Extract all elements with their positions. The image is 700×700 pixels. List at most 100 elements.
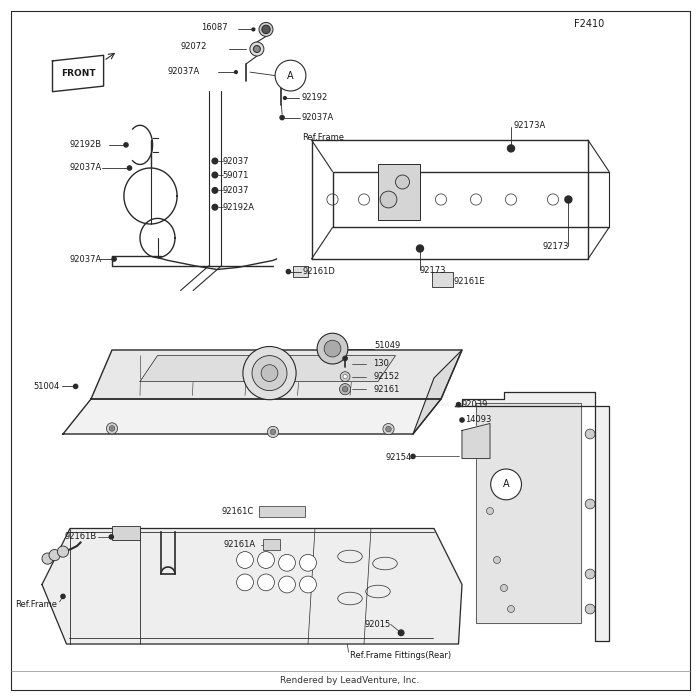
Text: 92173A: 92173A — [514, 122, 546, 130]
Text: 14093: 14093 — [466, 416, 492, 424]
Bar — [378, 164, 420, 220]
Polygon shape — [462, 424, 490, 458]
Circle shape — [109, 535, 113, 539]
Circle shape — [74, 384, 78, 388]
Text: 92037A: 92037A — [69, 255, 101, 263]
Text: 92161C: 92161C — [221, 507, 253, 515]
Circle shape — [486, 508, 493, 514]
Text: 92037A: 92037A — [69, 164, 101, 172]
Circle shape — [237, 552, 253, 568]
Bar — [293, 266, 308, 277]
Circle shape — [565, 196, 572, 203]
Circle shape — [383, 424, 394, 435]
Circle shape — [106, 423, 118, 434]
Text: 92173: 92173 — [542, 242, 569, 251]
Bar — [259, 506, 304, 517]
Bar — [112, 526, 140, 540]
Text: 92039: 92039 — [462, 400, 489, 409]
Text: 92161: 92161 — [373, 385, 400, 393]
Text: 92192: 92192 — [301, 94, 328, 102]
Text: 92152: 92152 — [373, 372, 399, 381]
Polygon shape — [413, 350, 462, 434]
Polygon shape — [140, 356, 395, 382]
Circle shape — [494, 556, 500, 564]
Circle shape — [585, 604, 595, 614]
Circle shape — [259, 22, 273, 36]
Circle shape — [342, 386, 348, 392]
Polygon shape — [91, 350, 462, 399]
Bar — [262, 539, 280, 550]
Polygon shape — [52, 55, 104, 92]
Circle shape — [508, 145, 514, 152]
Circle shape — [300, 576, 316, 593]
Circle shape — [343, 356, 347, 360]
Circle shape — [61, 594, 65, 598]
Circle shape — [252, 356, 287, 391]
Text: 92072: 92072 — [180, 43, 206, 51]
Circle shape — [262, 25, 270, 34]
Circle shape — [340, 372, 350, 382]
Text: 92037A: 92037A — [167, 67, 199, 76]
Circle shape — [267, 426, 279, 438]
Circle shape — [386, 426, 391, 432]
Circle shape — [585, 499, 595, 509]
Polygon shape — [476, 402, 581, 623]
Circle shape — [49, 550, 60, 561]
Circle shape — [411, 454, 415, 458]
Circle shape — [500, 584, 508, 592]
Circle shape — [253, 46, 260, 52]
Text: 92161A: 92161A — [223, 540, 256, 549]
Text: 51004: 51004 — [34, 382, 60, 391]
Circle shape — [343, 374, 347, 379]
Polygon shape — [63, 399, 441, 434]
Circle shape — [398, 630, 404, 636]
Text: A: A — [287, 71, 294, 80]
Circle shape — [258, 574, 274, 591]
Polygon shape — [42, 528, 462, 644]
Text: F2410: F2410 — [574, 19, 604, 29]
Text: 92161E: 92161E — [454, 277, 485, 286]
Circle shape — [237, 574, 253, 591]
Text: A: A — [503, 480, 510, 489]
Circle shape — [585, 569, 595, 579]
Text: 16087: 16087 — [201, 23, 228, 32]
Circle shape — [324, 340, 341, 357]
Circle shape — [212, 172, 218, 178]
Circle shape — [317, 333, 348, 364]
Circle shape — [460, 418, 464, 422]
Circle shape — [280, 116, 284, 120]
Circle shape — [286, 270, 290, 274]
Text: 92037: 92037 — [223, 186, 249, 195]
Circle shape — [258, 552, 274, 568]
Circle shape — [212, 204, 218, 210]
Text: 92154: 92154 — [385, 453, 412, 461]
Circle shape — [124, 143, 128, 147]
Circle shape — [279, 576, 295, 593]
Text: LEADVENTURE: LEADVENTURE — [248, 387, 452, 411]
Text: 92037: 92037 — [223, 157, 249, 165]
Text: 51049: 51049 — [374, 341, 400, 349]
Circle shape — [270, 429, 276, 435]
Text: 92015: 92015 — [365, 620, 391, 629]
Text: FRONT: FRONT — [61, 69, 96, 78]
Bar — [432, 272, 453, 287]
Text: 92192A: 92192A — [223, 203, 255, 211]
Circle shape — [243, 346, 296, 400]
Circle shape — [380, 191, 397, 208]
Text: 130: 130 — [373, 360, 389, 368]
Text: 92037A: 92037A — [301, 113, 333, 122]
Circle shape — [279, 554, 295, 571]
Circle shape — [42, 553, 53, 564]
Circle shape — [109, 426, 115, 431]
Circle shape — [234, 71, 237, 74]
Text: 92192B: 92192B — [69, 141, 101, 149]
Circle shape — [416, 245, 424, 252]
Text: Ref.Frame: Ref.Frame — [302, 134, 344, 142]
Circle shape — [508, 606, 514, 612]
Circle shape — [340, 384, 351, 395]
Circle shape — [212, 188, 218, 193]
Text: 59071: 59071 — [223, 171, 249, 179]
Circle shape — [261, 365, 278, 382]
Circle shape — [250, 42, 264, 56]
Circle shape — [212, 158, 218, 164]
